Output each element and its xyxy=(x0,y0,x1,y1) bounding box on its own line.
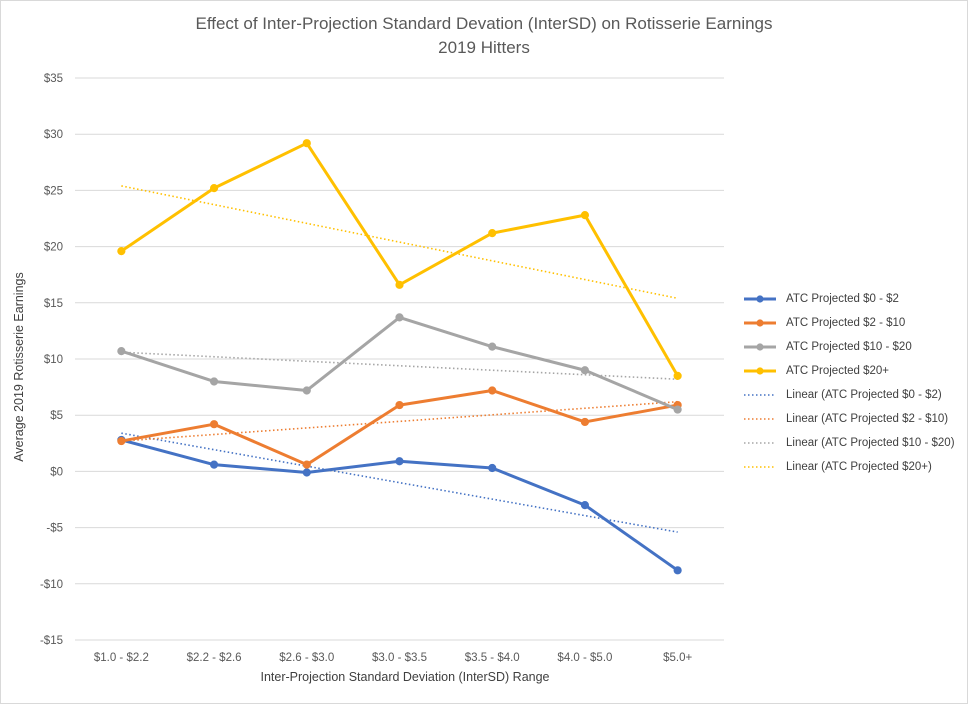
x-tick-label: $4.0 - $5.0 xyxy=(557,652,612,664)
series-line xyxy=(119,141,680,378)
y-tick-label: $0 xyxy=(50,466,63,478)
legend-label: ATC Projected $0 - $2 xyxy=(786,293,899,305)
legend-label: Linear (ATC Projected $10 - $20) xyxy=(786,437,955,449)
data-point xyxy=(302,468,311,477)
legend-label: Linear (ATC Projected $0 - $2) xyxy=(786,389,942,401)
x-tick-label: $5.0+ xyxy=(663,652,692,664)
data-point xyxy=(302,139,311,148)
data-point xyxy=(395,313,404,322)
legend-swatch xyxy=(744,394,776,396)
data-point xyxy=(488,463,497,473)
y-tick-label: $10 xyxy=(44,354,63,366)
legend-swatch xyxy=(744,367,776,375)
data-point xyxy=(209,184,219,193)
data-point xyxy=(302,460,311,469)
data-point xyxy=(395,400,404,410)
legend-swatch xyxy=(744,295,776,303)
legend-label: ATC Projected $10 - $20 xyxy=(786,341,912,353)
legend-swatch xyxy=(744,343,776,351)
data-point xyxy=(117,246,126,256)
data-point xyxy=(488,229,497,238)
data-point xyxy=(488,342,497,351)
trendline xyxy=(121,400,678,442)
trendline xyxy=(121,351,678,381)
y-tick-label: $35 xyxy=(44,73,63,85)
legend-swatch xyxy=(744,418,776,420)
data-point xyxy=(580,501,590,510)
legend-label: ATC Projected $2 - $10 xyxy=(786,317,906,329)
x-axis-label: Inter-Projection Standard Deviation (Int… xyxy=(260,670,550,684)
legend-swatch xyxy=(744,442,776,444)
chart-title: Effect of Inter-Projection Standard Deva… xyxy=(195,14,773,33)
data-point xyxy=(673,405,682,414)
data-point xyxy=(673,371,682,380)
x-tick-label: $3.0 - $3.5 xyxy=(372,652,427,664)
x-tick-label: $2.6 - $3.0 xyxy=(279,652,334,664)
y-tick-label: $30 xyxy=(44,129,63,141)
y-tick-label: $5 xyxy=(50,410,63,422)
data-point xyxy=(302,386,311,395)
data-point xyxy=(580,417,590,427)
data-point xyxy=(117,436,126,446)
data-point xyxy=(580,366,590,375)
x-tick-label: $3.5 - $4.0 xyxy=(465,652,520,664)
y-tick-label: $15 xyxy=(44,298,63,310)
legend-swatch xyxy=(744,319,776,327)
legend-label: Linear (ATC Projected $2 - $10) xyxy=(786,413,949,425)
y-tick-label: $25 xyxy=(44,185,63,197)
data-point xyxy=(488,386,497,395)
legend-swatch xyxy=(744,466,776,468)
data-point xyxy=(673,566,682,575)
data-point xyxy=(209,420,219,429)
legend-label: Linear (ATC Projected $20+) xyxy=(786,461,932,473)
series-line xyxy=(119,315,680,412)
chart-subtitle: 2019 Hitters xyxy=(438,38,530,57)
y-tick-label: -$15 xyxy=(40,635,63,647)
data-point xyxy=(209,377,219,386)
data-point xyxy=(395,280,404,289)
y-tick-label: -$10 xyxy=(40,579,63,591)
y-tick-label: $20 xyxy=(44,242,63,254)
trendline xyxy=(121,432,678,533)
data-point xyxy=(117,347,126,356)
data-point xyxy=(395,457,404,466)
data-point xyxy=(209,460,219,469)
x-tick-label: $1.0 - $2.2 xyxy=(94,652,149,664)
data-point xyxy=(580,211,590,220)
x-tick-label: $2.2 - $2.6 xyxy=(187,652,242,664)
legend-label: ATC Projected $20+ xyxy=(786,365,890,377)
trendline xyxy=(121,185,678,300)
y-tick-label: -$5 xyxy=(46,523,63,535)
